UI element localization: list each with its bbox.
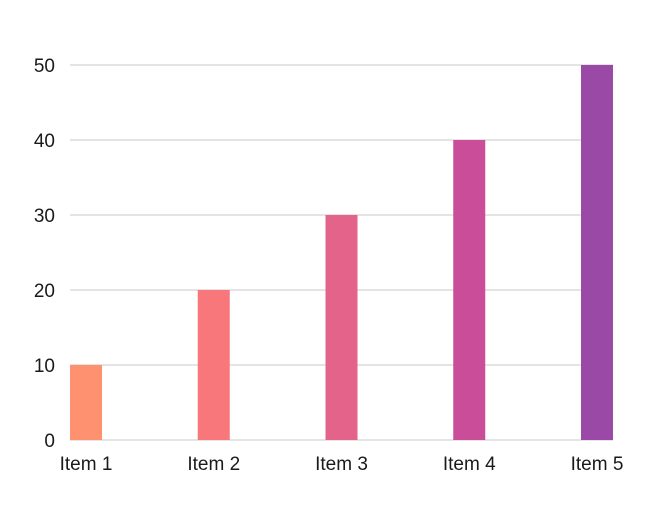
y-tick-label: 50 (34, 56, 55, 77)
y-tick-label: 20 (34, 281, 55, 302)
bar-item-1 (70, 365, 102, 440)
x-tick-label: Item 1 (60, 454, 113, 475)
y-tick-label: 40 (34, 131, 55, 152)
x-tick-label: Item 3 (315, 454, 368, 475)
x-tick-label: Item 4 (443, 454, 496, 475)
bar-item-4 (453, 140, 486, 440)
y-axis-ticks: 0 10 20 30 40 50 (34, 56, 55, 452)
bars (70, 65, 613, 440)
y-tick-label: 0 (44, 431, 55, 452)
bar-item-5 (581, 65, 613, 440)
y-tick-label: 10 (34, 356, 55, 377)
bar-item-2 (197, 290, 230, 440)
bar-item-3 (325, 215, 358, 440)
x-tick-label: Item 5 (571, 454, 624, 475)
x-axis-ticks: Item 1 Item 2 Item 3 Item 4 Item 5 (60, 454, 624, 475)
x-tick-label: Item 2 (187, 454, 240, 475)
y-tick-label: 30 (34, 206, 55, 227)
